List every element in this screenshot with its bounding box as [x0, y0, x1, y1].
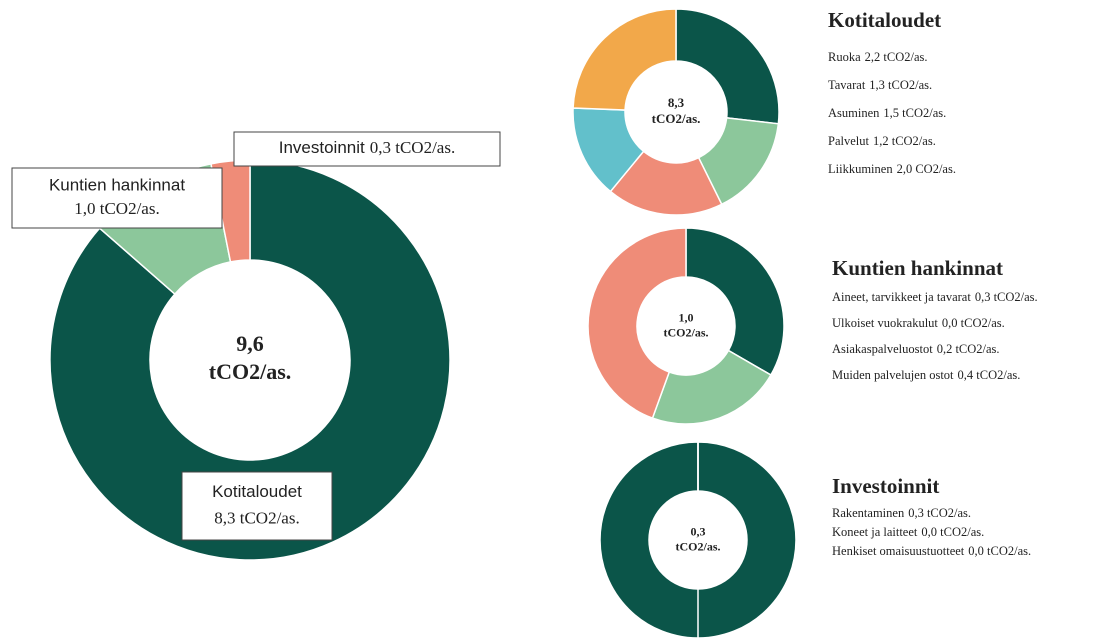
- segment-label: Investoinnit 0,3 tCO2/as.: [279, 138, 455, 158]
- center-label: 8,3: [668, 95, 685, 110]
- legend-entry: Aineet, tarvikkeet ja tavarat 0,3 tCO2/as…: [832, 290, 1038, 304]
- legend-value: 2,2 tCO2/as.: [865, 50, 928, 64]
- legend-entry: Ulkoiset vuokrakulut 0,0 tCO2/as.: [832, 316, 1005, 330]
- center-label: tCO2/as.: [652, 111, 701, 126]
- center-label: 1,0: [679, 310, 694, 324]
- donut-segment: [675, 8, 780, 125]
- segment-value: 1,0 tCO2/as.: [74, 199, 159, 218]
- legend-entry: Henkiset omaisuustuotteet 0,0 tCO2/as.: [832, 544, 1031, 558]
- legend-entry: Ruoka 2,2 tCO2/as.: [828, 50, 928, 64]
- donut-segment: [572, 8, 677, 111]
- donut-segment: [587, 227, 687, 420]
- legend-entry: Rakentaminen 0,3 tCO2/as.: [832, 506, 971, 520]
- legend-value: 0,0 tCO2/as.: [921, 525, 984, 539]
- donut-segment: [599, 441, 797, 638]
- center-label: tCO2/as.: [664, 325, 709, 339]
- legend-value: 0,0 tCO2/as.: [968, 544, 1031, 558]
- label-box: [233, 131, 501, 167]
- legend-category: Tavarat: [828, 78, 866, 92]
- legend-category: Muiden palvelujen ostot: [832, 368, 954, 382]
- legend-category: Aineet, tarvikkeet ja tavarat: [832, 290, 971, 304]
- legend-entry: Palvelut 1,2 tCO2/as.: [828, 134, 936, 148]
- legend-entry: Tavarat 1,3 tCO2/as.: [828, 78, 932, 92]
- legend-category: Liikkuminen: [828, 162, 893, 176]
- legend-title: Investoinnit: [832, 474, 939, 498]
- segment-category: Investoinnit: [279, 138, 365, 157]
- legend-value: 0,3 tCO2/as.: [908, 506, 971, 520]
- label-box: [181, 471, 333, 541]
- center-label: 9,6: [236, 331, 264, 356]
- segment-value: 0,3 tCO2/as.: [370, 138, 455, 157]
- legend-category: Rakentaminen: [832, 506, 905, 520]
- legend-entry: Koneet ja laitteet 0,0 tCO2/as.: [832, 525, 984, 539]
- segment-category: Kuntien hankinnat: [49, 175, 185, 194]
- legend-value: 1,5 tCO2/as.: [883, 106, 946, 120]
- legend-category: Asuminen: [828, 106, 880, 120]
- legend-category: Asiakaspalveluostot: [832, 342, 933, 356]
- donut-segment: [685, 227, 785, 377]
- donut-segment: [651, 349, 772, 425]
- legend-entry: Liikkuminen 2,0 CO2/as.: [828, 162, 956, 176]
- segment-category: Kotitaloudet: [212, 482, 302, 501]
- legend-value: 1,3 tCO2/as.: [869, 78, 932, 92]
- legend-category: Ruoka: [828, 50, 861, 64]
- center-label: 0,3: [691, 524, 706, 538]
- segment-value: 8,3 tCO2/as.: [214, 509, 299, 528]
- legend-category: Palvelut: [828, 134, 869, 148]
- center-label: tCO2/as.: [676, 539, 721, 553]
- center-label: tCO2/as.: [209, 359, 292, 384]
- label-box: [11, 167, 223, 229]
- legend-title: Kuntien hankinnat: [832, 256, 1003, 280]
- legend-category: Koneet ja laitteet: [832, 525, 918, 539]
- donut-segment: [49, 159, 451, 561]
- legend-category: Henkiset omaisuustuotteet: [832, 544, 965, 558]
- legend-value: 1,2 tCO2/as.: [873, 134, 936, 148]
- legend-value: 0,2 tCO2/as.: [937, 342, 1000, 356]
- legend-entry: Asuminen 1,5 tCO2/as.: [828, 106, 946, 120]
- legend-value: 0,3 tCO2/as.: [975, 290, 1038, 304]
- legend-value: 0,0 tCO2/as.: [942, 316, 1005, 330]
- legend-title: Kotitaloudet: [828, 8, 941, 32]
- legend-value: 0,4 tCO2/as.: [958, 368, 1021, 382]
- legend-value: 2,0 CO2/as.: [897, 162, 956, 176]
- legend-category: Ulkoiset vuokrakulut: [832, 316, 938, 330]
- legend-entry: Asiakaspalveluostot 0,2 tCO2/as.: [832, 342, 1000, 356]
- legend-entry: Muiden palvelujen ostot 0,4 tCO2/as.: [832, 368, 1020, 382]
